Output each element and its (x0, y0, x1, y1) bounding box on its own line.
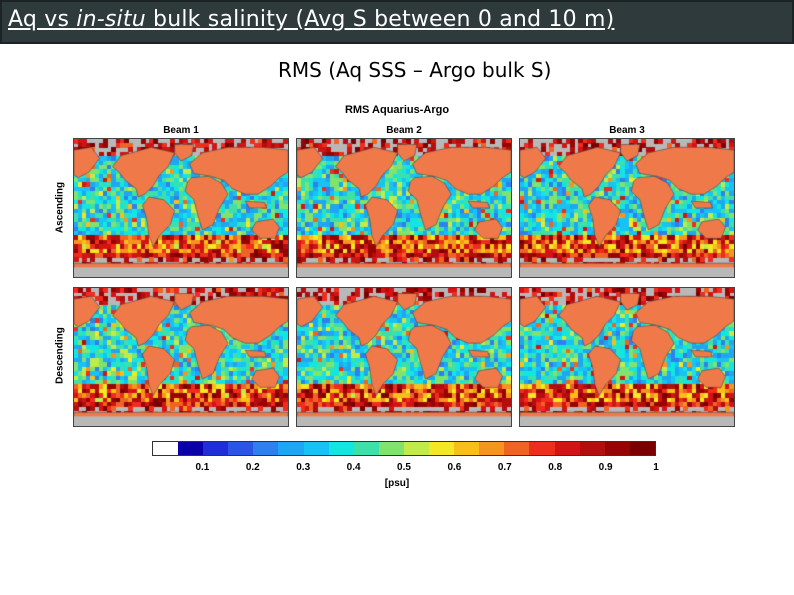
colorbar-tick-label: 1 (653, 462, 659, 473)
title-part-2: in-situ (76, 7, 146, 32)
map-panel-ascending-beam-2 (296, 138, 512, 278)
title-part-1: Aq vs (8, 7, 77, 32)
colorbar-segment (604, 442, 630, 455)
colorbar-segment (629, 442, 655, 455)
colorbar-segment (554, 442, 580, 455)
colorbar-tick-label: 0.9 (598, 462, 613, 473)
colorbar-segment (303, 442, 329, 455)
slide-subtitle: RMS (Aq SSS – Argo bulk S) (278, 58, 552, 82)
col-label-beam-2: Beam 2 (386, 125, 422, 136)
map-panel-descending-beam-1 (73, 287, 289, 427)
colorbar-tick-label: 0.4 (346, 462, 361, 473)
figure-title: RMS Aquarius-Argo (344, 104, 450, 116)
colorbar-unit: [psu] (384, 478, 410, 489)
slide-title: Aq vs in-situ bulk salinity (Avg S betwe… (8, 7, 614, 32)
colorbar-segment (429, 442, 455, 455)
colorbar-segment (328, 442, 354, 455)
title-bar: Aq vs in-situ bulk salinity (Avg S betwe… (0, 0, 794, 44)
colorbar-segment (378, 442, 404, 455)
colorbar-segment (403, 442, 430, 455)
colorbar-segment (153, 442, 179, 455)
colorbar-tick-label: 0.5 (397, 462, 411, 473)
colorbar-segment (228, 442, 254, 455)
colorbar-segment (529, 442, 555, 455)
colorbar-tick-label: 0.6 (447, 462, 462, 473)
colorbar-tick-label: 0.1 (195, 462, 210, 473)
colorbar-segment (504, 442, 530, 455)
col-label-beam-1: Beam 1 (163, 125, 199, 136)
colorbar-tick-label: 0.3 (296, 462, 311, 473)
colorbar-segment (178, 442, 204, 455)
row-label-ascending: Ascending (54, 181, 66, 234)
colorbar-tick-label: 0.7 (497, 462, 512, 473)
map-panel-ascending-beam-3 (519, 138, 735, 278)
colorbar-tick-label: 0.8 (548, 462, 563, 473)
row-label-descending: Descending (54, 327, 66, 384)
colorbar-segment (253, 442, 279, 455)
title-part-3: bulk salinity (Avg S between 0 and 10 m) (145, 7, 615, 32)
colorbar-segment (353, 442, 379, 455)
colorbar-segment (203, 442, 229, 455)
colorbar-tick-label: 0.2 (245, 462, 260, 473)
colorbar (152, 441, 656, 456)
col-label-beam-3: Beam 3 (609, 125, 645, 136)
colorbar-segment (479, 442, 505, 455)
map-panel-descending-beam-2 (296, 287, 512, 427)
colorbar-segment (579, 442, 605, 455)
colorbar-segment (278, 442, 304, 455)
map-panel-descending-beam-3 (519, 287, 735, 427)
colorbar-segment (454, 442, 480, 455)
map-panel-ascending-beam-1 (73, 138, 289, 278)
